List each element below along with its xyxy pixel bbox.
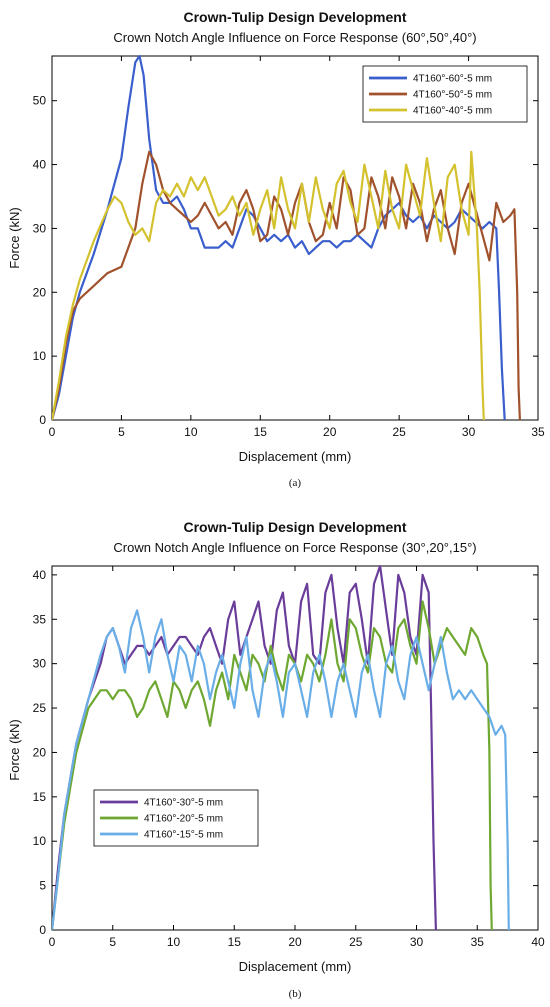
x-tick-label: 15: [254, 425, 268, 439]
x-tick-label: 20: [323, 425, 337, 439]
series-group: [52, 54, 522, 420]
x-tick-label: 20: [288, 935, 302, 949]
x-tick-label: 40: [531, 935, 545, 949]
y-axis-label: Force (kN): [7, 719, 22, 780]
x-tick-label: 0: [49, 935, 56, 949]
x-tick-label: 15: [228, 935, 242, 949]
x-tick-label: 5: [118, 425, 125, 439]
x-tick-label: 35: [471, 935, 485, 949]
legend-label: 4T160°-15°-5 mm: [144, 830, 223, 841]
series-line: [52, 600, 493, 930]
y-tick-label: 15: [33, 790, 47, 804]
x-tick-label: 25: [349, 935, 363, 949]
x-axis-label: Displacement (mm): [239, 449, 352, 464]
legend: 4T160°-30°-5 mm 4T160°-20°-5 mm 4T160°-15°…: [93, 789, 259, 847]
x-tick-label: 25: [392, 425, 406, 439]
chart-panel-a: Crown-Tulip Design Development Crown Not…: [7, 9, 545, 489]
chart-title: Crown-Tulip Design Development: [184, 519, 407, 535]
legend-label: 4T160°-20°-5 mm: [144, 814, 223, 825]
legend-label: 4T160°-50°-5 mm: [413, 90, 492, 101]
x-tick-label: 30: [462, 425, 476, 439]
series-group: [52, 564, 510, 930]
y-tick-label: 0: [39, 413, 46, 427]
x-tick-label: 30: [410, 935, 424, 949]
chart-subtitle: Crown Notch Angle Influence on Force Res…: [113, 540, 476, 555]
y-tick-label: 35: [33, 612, 47, 626]
x-axis-label: Displacement (mm): [239, 959, 352, 974]
series-line: [52, 609, 510, 930]
plot-area: [51, 565, 539, 931]
y-tick-label: 20: [33, 745, 47, 759]
legend-box: [362, 65, 528, 123]
y-tick-label: 10: [33, 349, 47, 363]
chart-panel-b: Crown-Tulip Design Development Crown Not…: [7, 519, 545, 1000]
series-line: [52, 150, 485, 420]
figure-caption: (b): [289, 988, 302, 1000]
x-tick-label: 5: [109, 935, 116, 949]
legend-label: 4T160°-60°-5 mm: [413, 74, 492, 85]
legend-label: 4T160°-40°-5 mm: [413, 106, 492, 117]
y-tick-label: 20: [33, 285, 47, 299]
y-tick-label: 30: [33, 657, 47, 671]
x-tick-label: 0: [49, 425, 56, 439]
y-tick-label: 50: [33, 94, 47, 108]
y-tick-label: 25: [33, 701, 47, 715]
y-tick-label: 30: [33, 221, 47, 235]
y-tick-label: 40: [33, 568, 47, 582]
y-tick-label: 10: [33, 834, 47, 848]
x-tick-label: 10: [184, 425, 198, 439]
chart-title: Crown-Tulip Design Development: [184, 9, 407, 25]
figure-caption: (a): [289, 477, 302, 489]
series-line: [52, 564, 437, 930]
legend-label: 4T160°-30°-5 mm: [144, 798, 223, 809]
x-tick-label: 35: [531, 425, 545, 439]
legend: 4T160°-60°-5 mm 4T160°-50°-5 mm 4T160°-40°…: [362, 65, 528, 123]
y-tick-label: 5: [39, 879, 46, 893]
y-tick-label: 40: [33, 158, 47, 172]
chart-subtitle: Crown Notch Angle Influence on Force Res…: [113, 30, 476, 45]
y-axis-label: Force (kN): [7, 207, 22, 268]
x-tick-label: 10: [167, 935, 181, 949]
y-tick-label: 0: [39, 923, 46, 937]
